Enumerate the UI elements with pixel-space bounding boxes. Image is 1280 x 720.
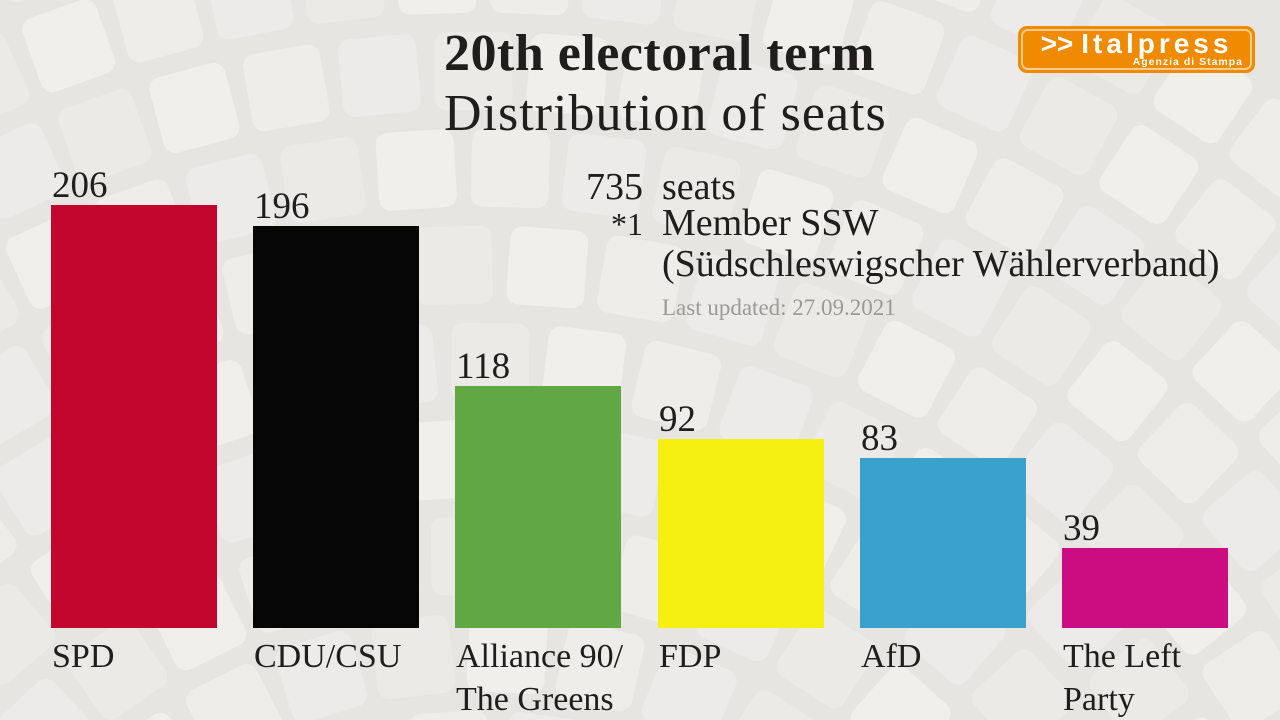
bar-category-label-afd: AfD [861, 638, 922, 675]
total-seats-value: 735 [586, 166, 643, 208]
bar-cdu-csu [253, 226, 419, 628]
bar-value-label-cdu-csu: 196 [254, 186, 310, 227]
logo-keyline [1021, 29, 1252, 70]
bar-category-label-cdu-csu: CDU/CSU [254, 638, 402, 675]
bar-the-left-party [1062, 548, 1228, 628]
page-title: 20th electoral term Distribution of seat… [444, 28, 887, 140]
bar-fdp [658, 439, 824, 628]
bar-category-label-spd: SPD [52, 638, 115, 675]
bar-value-label-fdp: 92 [659, 399, 696, 440]
bar-value-label-spd: 206 [52, 165, 108, 206]
chevrons-icon: >> [1040, 28, 1074, 59]
logo-tagline: Agenzia di Stampa [1132, 56, 1243, 68]
title-term: 20th electoral term [444, 25, 876, 82]
title-subtitle: Distribution of seats [444, 85, 887, 142]
bar-value-label-the-left-party: 39 [1063, 508, 1100, 549]
last-updated-text: Last updated: 27.09.2021 [662, 295, 896, 320]
bar-spd [51, 205, 217, 628]
bar-category-label-alliance-90-the-greens: Alliance 90/ The Greens [456, 638, 624, 718]
bar-afd [860, 458, 1026, 628]
logo-brand-name: Italpress [1081, 28, 1233, 59]
italpress-logo: >> Italpress Agenzia di Stampa [1018, 26, 1255, 73]
bar-category-label-the-left-party: The Left Party [1063, 638, 1181, 718]
footnote-label: Member SSW [662, 202, 879, 244]
total-seats-label: seats [662, 166, 736, 208]
bar-value-label-alliance-90-the-greens: 118 [456, 346, 511, 387]
footnote-detail: (Südschleswigscher Wählerverband) [662, 243, 1220, 285]
bar-value-label-afd: 83 [861, 418, 898, 459]
bar-category-label-fdp: FDP [659, 638, 722, 675]
footnote-marker: *1 [611, 206, 643, 242]
logo-text: >> Italpress [1018, 30, 1255, 58]
bar-alliance-90-the-greens [455, 386, 621, 628]
